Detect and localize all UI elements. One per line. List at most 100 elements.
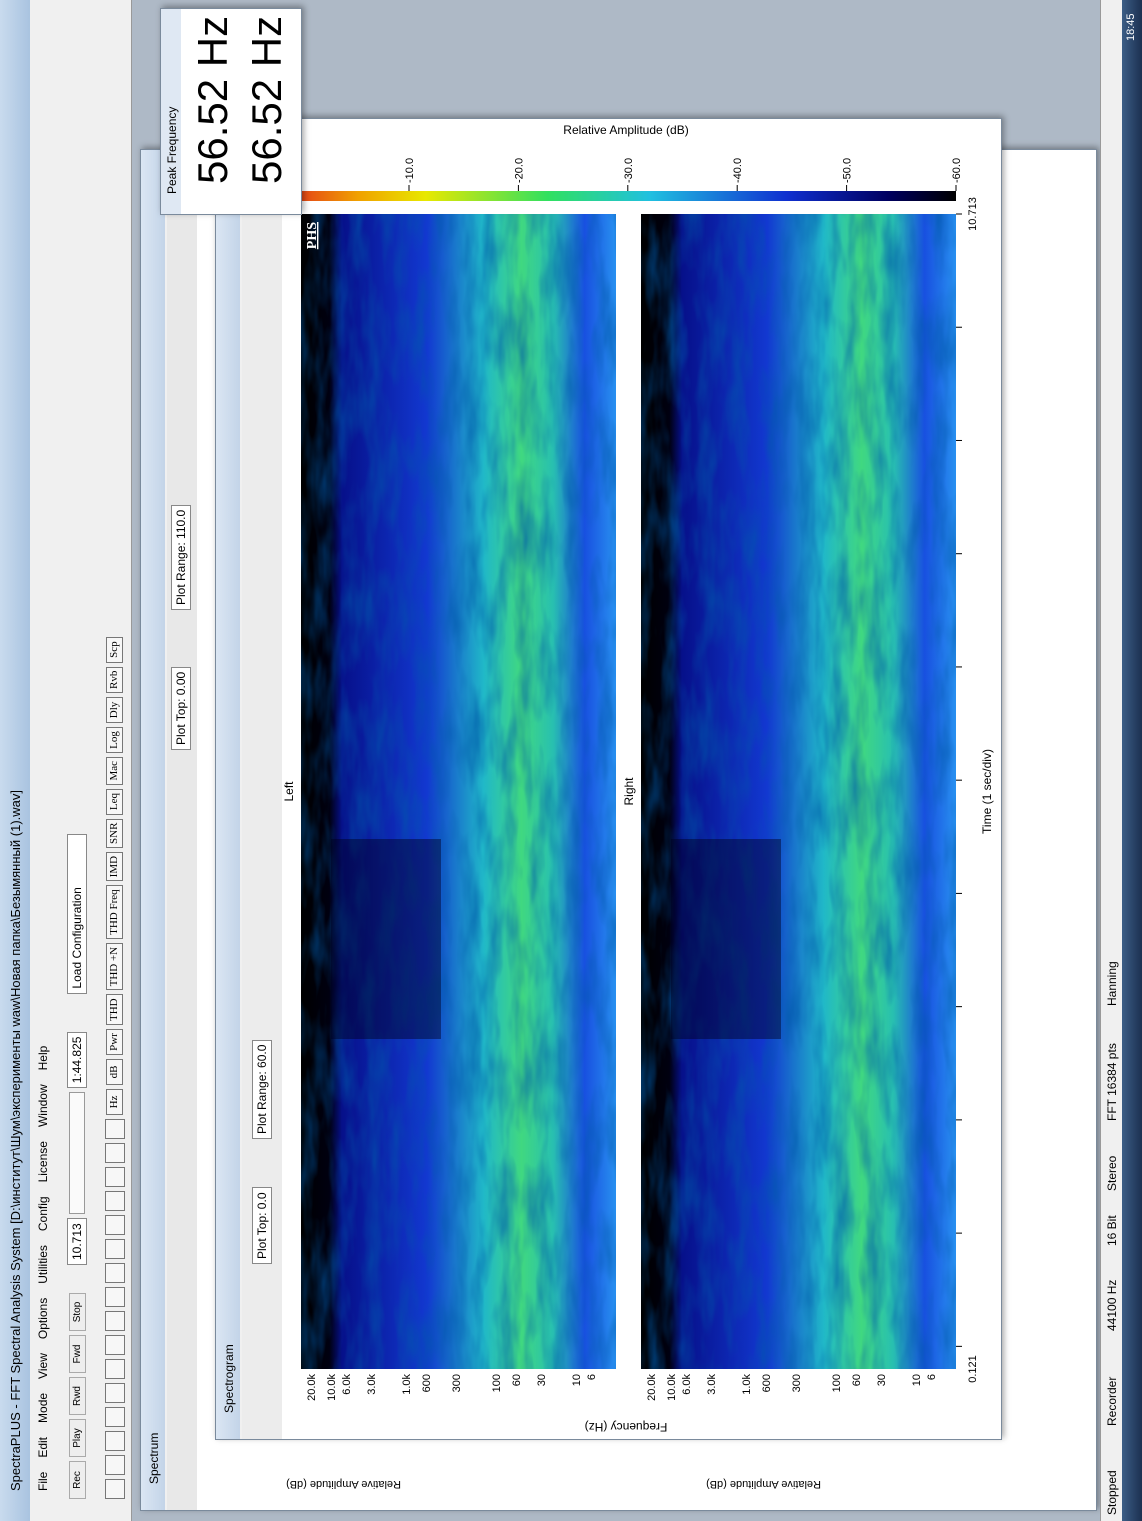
icon-button[interactable] — [105, 1407, 125, 1427]
menu-item[interactable]: License — [36, 1141, 50, 1182]
icon-button[interactable] — [105, 1167, 125, 1187]
analysis-button[interactable]: Dly — [106, 697, 123, 723]
analysis-button[interactable]: THD — [106, 994, 123, 1025]
spectrum-plot-range[interactable]: Plot Range: 110.0 — [171, 505, 191, 610]
start-time[interactable]: 10.713 — [67, 1218, 87, 1265]
menu-item[interactable]: Window — [36, 1084, 50, 1127]
title-bar: SpectraPLUS - FFT Spectral Analysis Syst… — [0, 0, 30, 1521]
menu-item[interactable]: View — [36, 1353, 50, 1379]
menu-item[interactable]: Mode — [36, 1393, 50, 1423]
frequency-label: 600 — [421, 1374, 433, 1392]
icon-button[interactable] — [105, 1191, 125, 1211]
channel-label: Left — [282, 781, 296, 802]
analysis-button[interactable]: IMD — [106, 852, 123, 881]
clock: 18:45 — [1125, 13, 1137, 41]
icon-button[interactable] — [105, 1287, 125, 1307]
analysis-button[interactable]: Leq — [106, 789, 123, 815]
colorbar-label: -30.0 — [623, 158, 635, 183]
end-time[interactable]: 1:44.825 — [67, 1032, 87, 1089]
colorbar-title: Relative Amplitude (dB) — [563, 123, 688, 137]
dark-band — [671, 839, 781, 1039]
icon-button[interactable] — [105, 1143, 125, 1163]
desktop: SpectraPLUS - FFT Spectral Analysis Syst… — [0, 0, 1142, 1521]
menu-item[interactable]: Edit — [36, 1437, 50, 1458]
status-field: FFT 16384 pts — [1105, 1043, 1119, 1121]
frequency-label: 6 — [926, 1374, 938, 1380]
peak-title: Peak Frequency — [165, 107, 179, 194]
icon-button[interactable] — [105, 1215, 125, 1235]
icon-button[interactable] — [105, 1239, 125, 1259]
status-field: Stopped — [1105, 1470, 1119, 1515]
icon-button[interactable] — [105, 1359, 125, 1379]
config-dropdown[interactable]: Load Configuration — [67, 834, 87, 994]
colorbar-label: -10.0 — [404, 158, 416, 183]
analysis-button[interactable]: Hz — [106, 1089, 123, 1115]
transport-button[interactable]: Stop — [69, 1293, 86, 1331]
icon-button[interactable] — [105, 1263, 125, 1283]
frequency-label: 3.0k — [366, 1374, 378, 1395]
spectrum-toolbar: Plot Top: 0.00 Plot Range: 110.0 — [167, 150, 197, 1510]
colorbar-label: -20.0 — [513, 158, 525, 183]
frequency-label: 6.0k — [681, 1374, 693, 1395]
menu-item[interactable]: Config — [36, 1196, 50, 1231]
frequency-label: 10 — [911, 1374, 923, 1386]
frequency-label: 30 — [536, 1374, 548, 1386]
analysis-button[interactable]: Log — [106, 727, 123, 753]
logo: PHS — [305, 222, 320, 249]
spectrum-plot-top[interactable]: Plot Top: 0.00 — [171, 667, 191, 750]
menu-item[interactable]: File — [36, 1472, 50, 1491]
icon-button[interactable] — [105, 1311, 125, 1331]
frequency-label: 10 — [571, 1374, 583, 1386]
page: SpectraPLUS - FFT Spectral Analysis Syst… — [0, 0, 1142, 1521]
analysis-button[interactable]: Scp — [106, 637, 123, 663]
transport-button[interactable]: Rec — [69, 1461, 86, 1499]
analysis-toolbar: Hz dB Pwr THD THD +N THD Freq IMD SNR Leq Mac Log D… — [98, 0, 132, 1521]
analysis-button[interactable]: SNR — [106, 819, 123, 848]
transport-toolbar: Rec Play Rwd Fwd Stop 10.713 1:44.825 Load Conf… — [56, 0, 98, 1521]
menu-bar: File Edit Mode View Options Utilities Config Li… — [30, 0, 56, 1521]
icon-button[interactable] — [105, 1431, 125, 1451]
icon-button[interactable] — [105, 1335, 125, 1355]
frequency-label: 1.0k — [401, 1374, 413, 1395]
status-field: Stereo — [1105, 1156, 1119, 1191]
frequency-label: 60 — [851, 1374, 863, 1386]
icon-button[interactable] — [105, 1119, 125, 1139]
menu-item[interactable]: Utilities — [36, 1245, 50, 1284]
transport-button[interactable]: Rwd — [69, 1377, 86, 1415]
peak-value: 56.52 Hz — [243, 16, 291, 184]
frequency-label: 600 — [761, 1374, 773, 1392]
menu-item[interactable]: Help — [36, 1046, 50, 1071]
analysis-button[interactable]: THD +N — [106, 943, 123, 991]
x-axis-label: Time (1 sec/div) — [980, 749, 994, 834]
analysis-button[interactable]: Rvb — [106, 667, 123, 693]
analysis-button[interactable]: Pwr — [106, 1029, 123, 1055]
analysis-button[interactable]: Mac — [106, 757, 123, 785]
analysis-button[interactable]: THD Freq — [106, 885, 123, 939]
colorbar-label: -50.0 — [842, 158, 854, 183]
dark-band — [331, 839, 441, 1039]
frequency-label: 60 — [511, 1374, 523, 1386]
transport-button[interactable]: Fwd — [69, 1335, 86, 1373]
frequency-label: 1.0k — [741, 1374, 753, 1395]
x-start-label: 0.121 — [967, 1355, 979, 1383]
frequency-label: 300 — [451, 1374, 463, 1392]
colorbar-label: -60.0 — [951, 158, 963, 183]
status-field: Hanning — [1105, 961, 1119, 1006]
scroll-bar[interactable] — [69, 1092, 85, 1214]
analysis-button[interactable]: dB — [106, 1059, 123, 1085]
menu-item[interactable]: Options — [36, 1298, 50, 1339]
status-field: 16 Bit — [1105, 1215, 1119, 1246]
icon-button[interactable] — [105, 1479, 125, 1499]
frequency-label: 3.0k — [706, 1374, 718, 1395]
window-title: SpectraPLUS - FFT Spectral Analysis Syst… — [8, 790, 23, 1491]
channel-label: Right — [622, 777, 636, 806]
transport-button[interactable]: Play — [69, 1419, 86, 1457]
y-axis-label: Frequency (Hz) — [585, 1420, 668, 1434]
frequency-label: 20.0k — [646, 1374, 658, 1401]
peak-title-bar: Peak Frequency — [161, 9, 181, 214]
icon-button[interactable] — [105, 1455, 125, 1475]
status-field: 44100 Hz — [1105, 1280, 1119, 1331]
icon-button[interactable] — [105, 1383, 125, 1403]
